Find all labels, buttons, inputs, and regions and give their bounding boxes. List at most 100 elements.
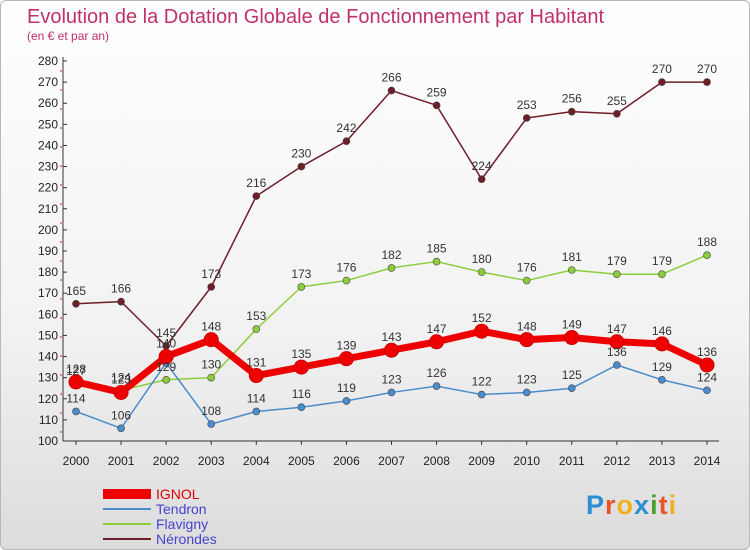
data-label-ignol: 136	[697, 345, 717, 359]
y-tick-label: 150	[38, 328, 58, 342]
point-tendron	[72, 407, 80, 416]
data-label-flavigny: 181	[562, 250, 582, 264]
data-label-ignol: 131	[246, 356, 266, 370]
data-label-ignol: 140	[156, 337, 176, 351]
data-label-nerondes: 216	[246, 176, 266, 190]
point-ignol	[654, 336, 670, 352]
data-label-tendron: 106	[111, 408, 131, 422]
logo-letter: x	[634, 490, 651, 520]
point-ignol	[248, 368, 264, 384]
chart-title: Evolution de la Dotation Globale de Fonc…	[27, 6, 605, 28]
data-label-flavigny: 185	[427, 242, 447, 256]
point-tendron	[252, 407, 261, 416]
legend-label-tendron: Tendron	[156, 501, 207, 517]
point-ignol	[564, 330, 580, 346]
data-label-ignol: 135	[291, 347, 311, 361]
data-label-nerondes: 256	[562, 92, 582, 106]
data-label-tendron: 129	[652, 360, 672, 374]
x-tick-label: 2010	[513, 454, 540, 468]
series-lines	[68, 78, 715, 433]
point-tendron	[567, 384, 576, 393]
point-flavigny	[477, 268, 486, 276]
data-label-nerondes: 253	[517, 98, 537, 112]
point-ignol	[474, 323, 490, 339]
y-tick-label: 180	[38, 265, 58, 279]
logo-letter: o	[616, 490, 635, 520]
data-label-flavigny: 180	[472, 252, 492, 266]
point-ignol	[384, 342, 399, 358]
logo-letter: P	[586, 490, 606, 520]
point-nerondes	[342, 137, 351, 146]
x-tick-label: 2006	[333, 454, 360, 468]
data-label-flavigny: 153	[246, 309, 266, 323]
x-tick-label: 2003	[198, 454, 225, 468]
x-tick-label: 2013	[649, 454, 676, 468]
data-label-ignol: 147	[607, 322, 627, 336]
point-nerondes	[117, 297, 125, 306]
data-label-ignol: 147	[427, 322, 447, 336]
point-tendron	[387, 388, 396, 397]
data-label-nerondes: 259	[427, 85, 447, 99]
data-label-tendron: 136	[607, 345, 627, 359]
data-label-ignol: 123	[111, 372, 131, 386]
point-ignol	[609, 334, 625, 350]
legend-label-flavigny: Flavigny	[156, 516, 208, 532]
logo-letter: r	[605, 490, 617, 520]
x-tick-label: 2007	[378, 454, 405, 468]
data-label-nerondes: 242	[336, 121, 356, 135]
point-nerondes	[72, 299, 80, 308]
data-label-tendron: 108	[201, 404, 221, 418]
point-flavigny	[522, 276, 531, 285]
point-flavigny	[297, 283, 306, 291]
axes: 100 110 120 130 140 150 160 170 180 190 200 210 220 2…	[38, 54, 721, 468]
data-label-nerondes: 173	[201, 267, 221, 281]
point-ignol	[113, 384, 129, 400]
point-tendron	[297, 403, 306, 412]
data-label-nerondes: 270	[652, 62, 672, 76]
data-label-ignol: 148	[201, 320, 221, 334]
proxiti-logo: Proxiti	[586, 490, 677, 521]
point-nerondes	[252, 192, 261, 200]
data-label-ignol: 128	[66, 362, 86, 376]
data-label-ignol: 139	[336, 339, 356, 353]
y-tick-label: 230	[38, 160, 58, 174]
legend-label-ignol: IGNOL	[156, 486, 200, 502]
point-flavigny	[387, 264, 396, 272]
point-nerondes	[522, 114, 531, 122]
y-tick-label: 130	[38, 371, 58, 385]
data-label-nerondes: 166	[111, 282, 131, 296]
data-label-tendron: 114	[66, 391, 85, 405]
legend-label-nerondes: Nérondes	[156, 531, 217, 547]
point-tendron	[658, 375, 666, 384]
point-nerondes	[703, 78, 711, 86]
data-label-tendron: 122	[472, 375, 492, 389]
data-label-nerondes: 230	[291, 147, 311, 161]
point-nerondes	[432, 101, 441, 110]
y-tick-label: 170	[38, 286, 58, 300]
y-tick-label: 240	[38, 138, 58, 152]
x-tick-label: 2014	[694, 454, 721, 468]
data-label-nerondes: 145	[156, 326, 176, 340]
y-tick-label: 120	[38, 392, 58, 406]
data-label-nerondes: 224	[472, 159, 492, 173]
data-label-ignol: 149	[562, 318, 582, 332]
data-label-tendron: 116	[292, 387, 311, 401]
point-flavigny	[207, 373, 216, 382]
y-tick-label: 160	[38, 307, 58, 321]
data-label-flavigny: 127	[66, 364, 86, 378]
data-label-tendron: 123	[381, 372, 401, 386]
data-label-flavigny: 129	[156, 360, 176, 374]
y-tick-label: 200	[38, 223, 58, 237]
y-tick-label: 260	[38, 96, 58, 110]
point-tendron	[703, 386, 711, 395]
data-label-nerondes: 165	[66, 284, 86, 298]
point-flavigny	[703, 251, 711, 260]
y-tick-label: 140	[38, 350, 58, 364]
point-nerondes	[613, 109, 621, 118]
point-ignol	[68, 374, 84, 390]
y-tick-label: 110	[39, 413, 58, 427]
data-label-tendron: 114	[247, 391, 266, 405]
data-labels: 165 166 145 173 216 230 242 266 259 224 253 256 255 2…	[66, 62, 717, 422]
